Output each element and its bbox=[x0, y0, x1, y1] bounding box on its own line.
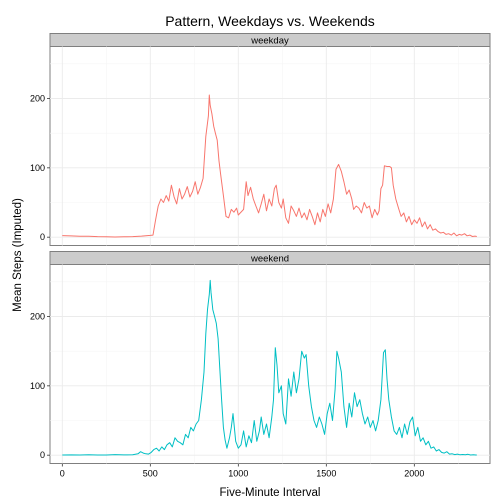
strip-label-weekend: weekend bbox=[250, 254, 289, 265]
y-tick-label: 100 bbox=[30, 381, 45, 391]
y-axis-label: Mean Steps (Imputed) bbox=[12, 198, 24, 312]
y-ticks-weekday: 0 100 200 bbox=[30, 94, 50, 243]
y-tick-label: 200 bbox=[30, 312, 45, 322]
x-tick-label: 0 bbox=[60, 469, 65, 479]
x-tick-label: 2000 bbox=[404, 469, 424, 479]
y-ticks-weekend: 0 100 200 bbox=[30, 312, 50, 461]
x-axis: 0 500 1000 1500 2000 bbox=[60, 464, 425, 479]
x-tick-label: 1500 bbox=[316, 469, 336, 479]
y-tick-label: 0 bbox=[40, 450, 45, 460]
x-tick-label: 500 bbox=[143, 469, 158, 479]
y-tick-label: 100 bbox=[30, 163, 45, 173]
chart-title: Pattern, Weekdays vs. Weekends bbox=[165, 13, 375, 29]
strip-label-weekday: weekday bbox=[250, 36, 289, 47]
x-axis-label: Five-Minute Interval bbox=[220, 487, 321, 499]
panel-weekday: weekday 0 100 200 bbox=[30, 34, 490, 246]
y-tick-label: 200 bbox=[30, 94, 45, 104]
panel-area-weekday bbox=[50, 47, 490, 246]
x-tick-label: 1000 bbox=[228, 469, 248, 479]
y-tick-label: 0 bbox=[40, 232, 45, 242]
panel-weekend: weekend 0 100 200 bbox=[30, 252, 490, 464]
